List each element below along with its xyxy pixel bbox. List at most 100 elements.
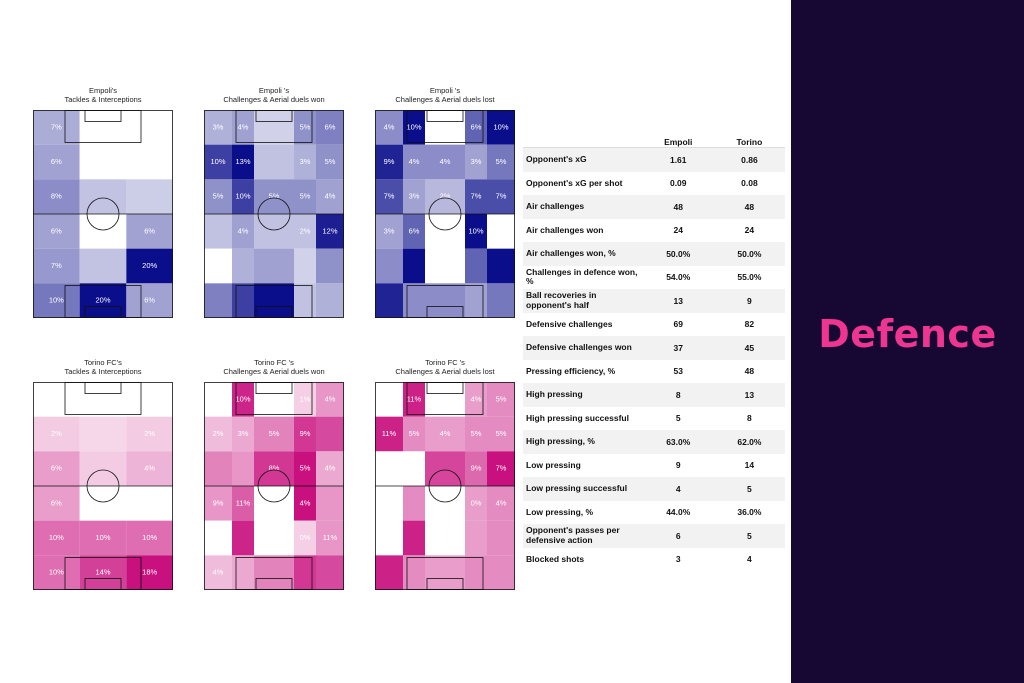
heatmap-zone: [465, 451, 487, 486]
heatmap-zone: [465, 144, 487, 180]
zone-label: 10%: [235, 192, 250, 201]
heatmap-zone: [465, 555, 487, 590]
heatmap-zone: [294, 144, 316, 180]
zone-label: 6%: [51, 498, 62, 507]
heatmap-zone: [375, 520, 403, 556]
row-label: Pressing efficiency, %: [526, 365, 616, 376]
zone-label: 4%: [471, 394, 482, 403]
zone-label: 2%: [440, 192, 451, 201]
heatmap-zone: [232, 179, 254, 214]
zone-label: 6%: [325, 122, 336, 131]
heatmap-zone: [232, 486, 254, 521]
zone-label: 4%: [325, 394, 336, 403]
zone-label: 3%: [213, 122, 224, 131]
heatmap-zone: [403, 486, 425, 521]
zone-label: 7%: [471, 192, 482, 201]
pitch-title-line2: Challenges & Aerial duels lost: [395, 367, 495, 376]
zone-label: 5%: [325, 157, 336, 166]
zone-label: 7%: [51, 261, 62, 270]
zone-label: 11%: [407, 394, 422, 403]
centre-circle: [257, 469, 291, 503]
top-goal-box: [426, 382, 464, 394]
table-row: Opponent's passes per defensive action 6 5: [523, 524, 785, 548]
zone-label: 11%: [323, 533, 338, 542]
zone-label: 9%: [300, 429, 311, 438]
row-empoli-value: 54.0%: [666, 272, 691, 283]
zone-label: 5%: [300, 192, 311, 201]
zone-label: 0%: [98, 157, 109, 166]
pitch-heatmap: 0% 11% 0% 4% 5% 11% 5% 4% 5% 5% 0% 9% 7% 12% 5% 0% 4% 5%: [375, 382, 515, 590]
heatmap-zone: [79, 416, 127, 452]
heatmap-zone: [316, 179, 344, 214]
row-empoli-value: 50.0%: [666, 248, 691, 259]
zone-label: 3%: [269, 498, 280, 507]
stats-header: Empoli Torino: [523, 133, 785, 148]
pitch-title-line1: Torino FC's: [84, 358, 122, 367]
zone-label: 20%: [95, 296, 110, 305]
heatmap-zone: [375, 486, 403, 521]
zone-label: 6%: [144, 226, 155, 235]
heatmap-zone: [465, 382, 487, 417]
zone-label: 5%: [471, 429, 482, 438]
row-empoli-value: 63.0%: [666, 436, 691, 447]
zone-label: 14%: [95, 568, 110, 577]
zone-label: 10%: [468, 226, 483, 235]
heatmap-zone: [403, 416, 425, 452]
row-torino-value: 45: [744, 342, 755, 353]
heatmap-zone: [294, 110, 316, 145]
table-row: Opponent's xG per shot 0.09 0.08: [523, 172, 785, 196]
heatmap-zone: [254, 248, 294, 284]
zone-label: 7%: [496, 464, 507, 473]
top-goal-box: [84, 110, 122, 122]
table-row: Pressing efficiency, % 53 48: [523, 360, 785, 384]
row-torino-value: 82: [744, 319, 755, 330]
zone-label: 10%: [49, 533, 64, 542]
heatmap-zone: [232, 144, 254, 180]
pitch-title-line1: Torino FC 's: [425, 358, 465, 367]
heatmap-zone: [316, 451, 344, 486]
heatmap-zone: [126, 179, 173, 214]
zone-label: 4%: [440, 157, 451, 166]
zone-label: 13%: [235, 157, 250, 166]
heatmap-zone: [487, 283, 515, 318]
pitch-title: Torino FC's Tackles & Interceptions: [3, 358, 203, 376]
table-row: Low pressing successful 4 5: [523, 477, 785, 501]
row-label: High pressing: [526, 389, 583, 399]
heatmap-zone: [403, 214, 425, 249]
heatmap-zone: [294, 179, 316, 214]
heatmap-zone: [254, 416, 294, 452]
heatmap-zone: [204, 555, 232, 590]
zone-label: 6%: [51, 464, 62, 473]
row-empoli-value: 24: [673, 225, 683, 236]
heatmap-zone: [204, 214, 232, 249]
heatmap-zone: [33, 214, 80, 249]
centre-circle: [428, 197, 462, 231]
heatmap-zone: [254, 214, 294, 249]
heatmap-zone: [487, 520, 515, 556]
heatmap-zone: [294, 451, 316, 486]
heatmap-zone: [254, 555, 294, 590]
zone-label: 0%: [51, 394, 62, 403]
heatmap-zone: [33, 248, 80, 284]
row-label: Low pressing successful: [526, 483, 628, 493]
zone-label: 4%: [300, 498, 311, 507]
zone-label: 5%: [496, 157, 507, 166]
heatmap-zone: [254, 283, 294, 318]
heatmap-zone: [425, 486, 465, 521]
zone-label: 4%: [384, 122, 395, 131]
heatmap-zone: [126, 555, 173, 590]
heatmap-zone: [254, 144, 294, 180]
row-torino-value: 13: [744, 389, 755, 400]
heatmap-zone: [316, 520, 344, 556]
zone-label: 4%: [325, 192, 336, 201]
zone-label: 3%: [471, 157, 482, 166]
zone-label: 0%: [471, 498, 482, 507]
row-label: Opponent's xG: [526, 154, 587, 164]
heatmap-zone: [204, 416, 232, 452]
heatmap-zone: [465, 520, 487, 556]
zone-label: 3%: [238, 429, 249, 438]
table-row: Air challenges won, % 50.0% 50.0%: [523, 242, 785, 266]
row-torino-value: 48: [744, 366, 755, 377]
row-empoli-value: 5: [675, 413, 681, 424]
bottom-goal-box: [426, 578, 464, 590]
